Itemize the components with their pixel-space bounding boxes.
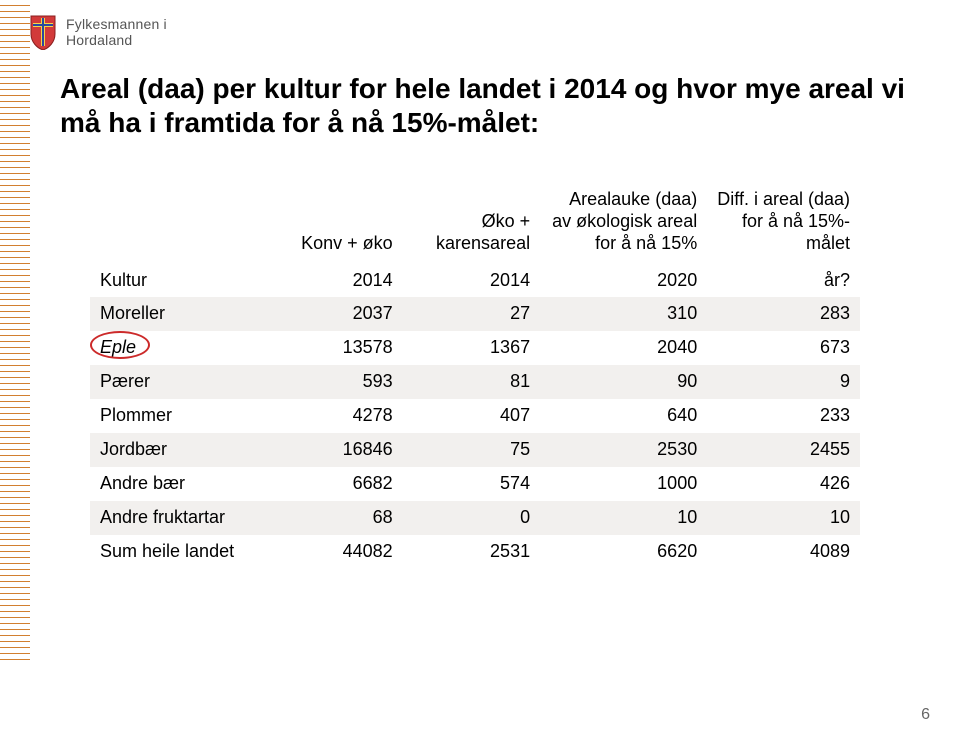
cell: 2040 bbox=[540, 331, 707, 365]
cell: 673 bbox=[707, 331, 860, 365]
row-label: Andre bær bbox=[90, 467, 272, 501]
cell: 81 bbox=[403, 365, 540, 399]
cell: 75 bbox=[403, 433, 540, 467]
table-row: Andre bær66825741000426 bbox=[90, 467, 860, 501]
cell: 574 bbox=[403, 467, 540, 501]
left-ruler bbox=[0, 0, 30, 742]
row-label: Pærer bbox=[90, 365, 272, 399]
cell: 0 bbox=[403, 501, 540, 535]
cell: 10 bbox=[707, 501, 860, 535]
cell: 6682 bbox=[272, 467, 402, 501]
cell: 407 bbox=[403, 399, 540, 433]
cell: 1000 bbox=[540, 467, 707, 501]
cell: 16846 bbox=[272, 433, 402, 467]
org-line2: Hordaland bbox=[66, 32, 167, 48]
cell: 44082 bbox=[272, 535, 402, 569]
col-header-3: Arealauke (daa) av økologisk areal for å… bbox=[540, 182, 707, 264]
cell: 10 bbox=[540, 501, 707, 535]
subhead-v3: 2020 bbox=[540, 264, 707, 297]
cell: 310 bbox=[540, 297, 707, 331]
cell: 2455 bbox=[707, 433, 860, 467]
cell: 640 bbox=[540, 399, 707, 433]
cell: 2530 bbox=[540, 433, 707, 467]
cell: 27 bbox=[403, 297, 540, 331]
col-header-2: Øko + karensareal bbox=[403, 182, 540, 264]
row-label: Sum heile landet bbox=[90, 535, 272, 569]
cell: 1367 bbox=[403, 331, 540, 365]
table-row: Pærer59381909 bbox=[90, 365, 860, 399]
subhead-v2: 2014 bbox=[403, 264, 540, 297]
cell: 68 bbox=[272, 501, 402, 535]
cell: 4089 bbox=[707, 535, 860, 569]
table-row: Andre fruktartar6801010 bbox=[90, 501, 860, 535]
cell: 2037 bbox=[272, 297, 402, 331]
header: Fylkesmannen i Hordaland bbox=[28, 8, 167, 56]
subhead-label: Kultur bbox=[90, 264, 272, 297]
col-header-4: Diff. i areal (daa) for å nå 15%-målet bbox=[707, 182, 860, 264]
row-label: Plommer bbox=[90, 399, 272, 433]
cell: 233 bbox=[707, 399, 860, 433]
table-header-row: Konv + øko Øko + karensareal Arealauke (… bbox=[90, 182, 860, 264]
table-body: Moreller203727310283Eple1357813672040673… bbox=[90, 297, 860, 569]
table-row: Sum heile landet44082253166204089 bbox=[90, 535, 860, 569]
cell: 2531 bbox=[403, 535, 540, 569]
cell: 90 bbox=[540, 365, 707, 399]
table-subheader-row: Kultur 2014 2014 2020 år? bbox=[90, 264, 860, 297]
row-label: Eple bbox=[90, 331, 272, 365]
cell: 593 bbox=[272, 365, 402, 399]
col-header-1: Konv + øko bbox=[272, 182, 402, 264]
table-row: Jordbær168467525302455 bbox=[90, 433, 860, 467]
cell: 9 bbox=[707, 365, 860, 399]
table-row: Eple1357813672040673 bbox=[90, 331, 860, 365]
row-label: Moreller bbox=[90, 297, 272, 331]
cell: 13578 bbox=[272, 331, 402, 365]
table-row: Moreller203727310283 bbox=[90, 297, 860, 331]
subhead-v4: år? bbox=[707, 264, 860, 297]
subhead-v1: 2014 bbox=[272, 264, 402, 297]
data-table: Konv + øko Øko + karensareal Arealauke (… bbox=[90, 182, 860, 569]
cell: 283 bbox=[707, 297, 860, 331]
row-label: Jordbær bbox=[90, 433, 272, 467]
logo-icon bbox=[28, 14, 58, 50]
highlight-circle bbox=[90, 331, 150, 359]
table-row: Plommer4278407640233 bbox=[90, 399, 860, 433]
row-label: Andre fruktartar bbox=[90, 501, 272, 535]
cell: 426 bbox=[707, 467, 860, 501]
slide: Fylkesmannen i Hordaland Areal (daa) per… bbox=[0, 0, 960, 742]
page-number: 6 bbox=[921, 706, 930, 724]
cell: 4278 bbox=[272, 399, 402, 433]
cell: 6620 bbox=[540, 535, 707, 569]
org-line1: Fylkesmannen i bbox=[66, 16, 167, 32]
org-name: Fylkesmannen i Hordaland bbox=[66, 16, 167, 48]
page-title: Areal (daa) per kultur for hele landet i… bbox=[60, 72, 920, 140]
